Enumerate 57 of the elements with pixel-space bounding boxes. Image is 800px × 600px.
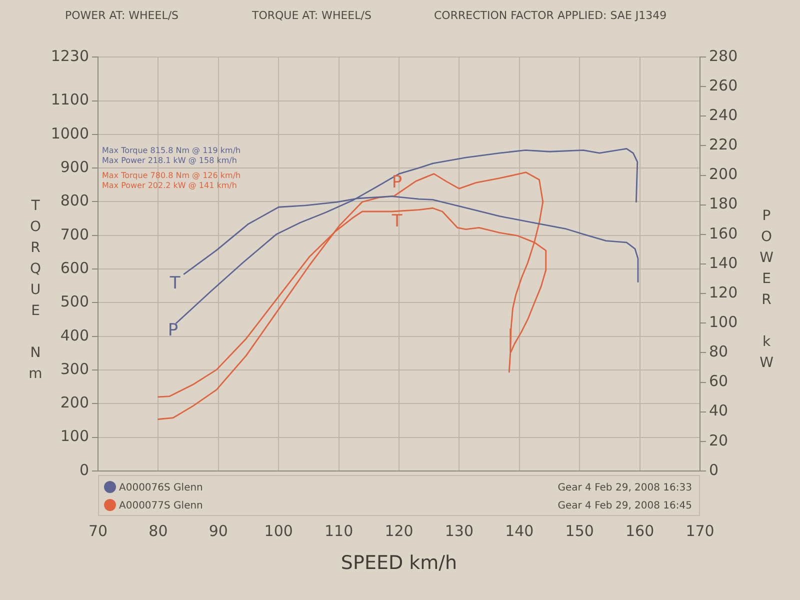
x-tick-label: 120	[384, 522, 414, 540]
y2-tick-label: 240	[709, 106, 738, 124]
annotation: Max Torque 780.8 Nm @ 126 km/h	[102, 171, 241, 180]
annotation: T	[390, 211, 403, 232]
y2-tick-label: 160	[709, 224, 738, 242]
y-tick-label: 400	[60, 326, 89, 344]
y-tick-label: 700	[60, 225, 89, 244]
text: Gear 4 Feb 29, 2008 16:33	[558, 482, 692, 494]
text: POWER AT: WHEEL/S	[65, 8, 179, 22]
x-tick-label: 140	[505, 522, 534, 540]
annotation: T	[168, 273, 181, 294]
x-tick-label: 160	[625, 522, 654, 540]
legend-label: A000076S Glenn	[119, 482, 203, 494]
y-axis-title: TORQUE Nm	[26, 198, 44, 386]
y2-tick-label: 80	[709, 342, 728, 361]
annotation: P	[168, 320, 178, 340]
y2-tick-label: 180	[709, 194, 738, 213]
text: CORRECTION FACTOR APPLIED: SAE J1349	[434, 8, 667, 22]
y-tick-label: 200	[60, 394, 89, 412]
y2-tick-label: 280	[709, 46, 738, 65]
y2-tick-label: 20	[709, 431, 728, 450]
y-tick-label: 500	[60, 292, 89, 311]
y-tick-label: 1100	[50, 90, 89, 109]
annotation: Max Power 202.2 kW @ 141 km/h	[102, 181, 237, 190]
y2-tick-label: 40	[709, 402, 728, 420]
y-tick-label: 1000	[50, 124, 89, 142]
y2-tick-label: 0	[709, 460, 719, 479]
y2-tick-label: 260	[709, 76, 738, 94]
text: TORQUE AT: WHEEL/S	[251, 8, 372, 22]
y2-tick-label: 100	[709, 313, 738, 332]
y-tick-label: 800	[60, 192, 89, 210]
x-tick-label: 170	[686, 522, 714, 540]
legend-label: A000077S Glenn	[119, 500, 203, 512]
annotation: Max Power 218.1 kW @ 158 km/h	[102, 156, 237, 166]
x-tick-label: 80	[148, 522, 168, 540]
x-tick-label: 130	[444, 522, 474, 540]
y2-tick-label: 140	[709, 254, 738, 272]
annotation: P	[392, 172, 402, 192]
y-tick-label: 100	[60, 427, 89, 446]
y-tick-label: 1230	[50, 46, 89, 65]
y2-tick-label: 220	[709, 136, 738, 154]
y-tick-label: 300	[60, 360, 89, 378]
y-tick-label: 900	[60, 158, 89, 176]
y2-axis-title: POWER kW	[758, 208, 774, 376]
y2-tick-label: 120	[709, 283, 738, 302]
y2-tick-label: 60	[709, 372, 728, 390]
x-tick-label: 90	[208, 522, 228, 540]
y-tick-label: 0	[79, 460, 89, 479]
x-tick-label: 100	[264, 522, 293, 540]
text: Gear 4 Feb 29, 2008 16:45	[558, 500, 692, 512]
y2-tick-label: 200	[709, 165, 738, 184]
x-tick-label: 70	[88, 522, 108, 540]
annotation: Max Torque 815.8 Nm @ 119 km/h	[102, 146, 241, 156]
x-tick-label: 110	[324, 522, 354, 540]
y-tick-label: 600	[60, 258, 89, 277]
x-axis-title: SPEED km/h	[340, 552, 458, 574]
x-tick-label: 150	[565, 522, 594, 540]
